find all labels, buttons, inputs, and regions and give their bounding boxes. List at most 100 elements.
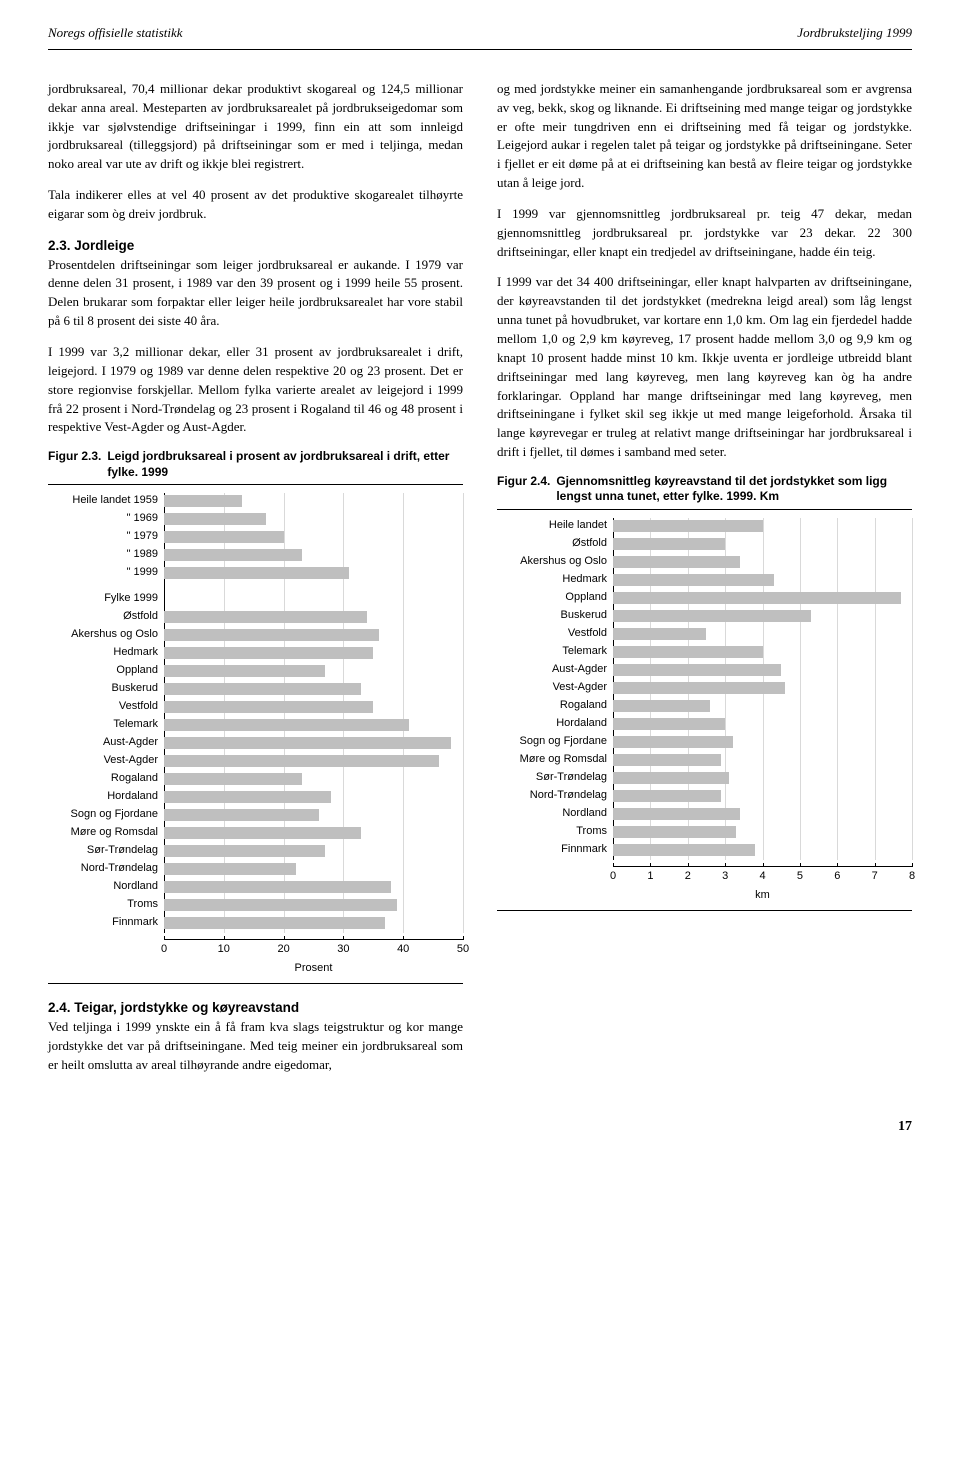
section-body: Ved teljinga i 1999 ynskte ein å få fram… [48, 1019, 463, 1072]
bar [613, 772, 729, 784]
header-right: Jordbruksteljing 1999 [797, 24, 912, 43]
bar [613, 844, 755, 856]
bar-label: Telemark [497, 644, 613, 660]
figure-caption: Figur 2.4. Gjennomsnittleg køyreavstand … [497, 474, 912, 505]
bar-label: Nord-Trøndelag [48, 861, 164, 877]
bar-label: Rogaland [48, 771, 164, 787]
bar-label: Heile landet 1959 [48, 493, 164, 509]
figure-title: Leigd jordbruksareal i prosent av jordbr… [107, 449, 463, 480]
bar-label: Sogn og Fjordane [497, 734, 613, 750]
axis-tick-label: 20 [277, 942, 289, 958]
bar [613, 700, 710, 712]
axis-tick-label: 1 [647, 869, 653, 885]
axis-tick-label: 8 [909, 869, 915, 885]
bar [164, 737, 451, 749]
bar [613, 808, 740, 820]
bar-label: Akershus og Oslo [48, 627, 164, 643]
para: I 1999 var 3,2 millionar dekar, eller 31… [48, 343, 463, 437]
bar [164, 665, 325, 677]
bar [164, 809, 319, 821]
bar [164, 791, 331, 803]
bar-label: Hordaland [48, 789, 164, 805]
bar-label: Sogn og Fjordane [48, 807, 164, 823]
bar-label: Nordland [48, 879, 164, 895]
bar-label: Buskerud [48, 681, 164, 697]
bar [164, 683, 361, 695]
right-column: og med jordstykke meiner ein samanhengan… [497, 80, 912, 1087]
figure-title: Gjennomsnittleg køyreavstand til det jor… [556, 474, 912, 505]
bar [164, 701, 373, 713]
bar-label: " 1969 [48, 511, 164, 527]
bar-label: Vest-Agder [48, 753, 164, 769]
bar [613, 592, 901, 604]
section-heading: 2.3. Jordleige [48, 238, 134, 253]
bar [164, 549, 302, 561]
figure-23-chart: Heile landet 1959 " 1969 " 1979 " 1989 " 199… [48, 484, 463, 984]
bar [613, 556, 740, 568]
bar [613, 610, 811, 622]
bar [613, 790, 721, 802]
bar-label: " 1989 [48, 547, 164, 563]
bar-label: Hordaland [497, 716, 613, 732]
axis-tick-label: 10 [218, 942, 230, 958]
bar-label: Troms [497, 824, 613, 840]
bar [164, 513, 266, 525]
para: 2.4. Teigar, jordstykke og køyreavstand … [48, 998, 463, 1074]
bar-label: Aust-Agder [497, 662, 613, 678]
bar-chart: Heile landet 1959 " 1969 " 1979 " 1989 " 199… [48, 493, 463, 977]
bar [613, 682, 785, 694]
axis-tick-label: 3 [722, 869, 728, 885]
bar [613, 736, 733, 748]
bar-label: Telemark [48, 717, 164, 733]
axis-tick-label: 40 [397, 942, 409, 958]
bar-label: Nord-Trøndelag [497, 788, 613, 804]
bar-label: Heile landet [497, 518, 613, 534]
bar-label: Finnmark [48, 915, 164, 931]
para: I 1999 var det 34 400 driftseiningar, el… [497, 273, 912, 461]
bar [164, 567, 349, 579]
axis-tick-label: 0 [161, 942, 167, 958]
header-rule [48, 49, 912, 50]
bar [164, 863, 296, 875]
bar-label: Vest-Agder [497, 680, 613, 696]
bar [613, 664, 781, 676]
bar-label: Troms [48, 897, 164, 913]
bar-label: " 1979 [48, 529, 164, 545]
para: jordbruksareal, 70,4 millionar dekar pro… [48, 80, 463, 174]
bar [164, 629, 379, 641]
figure-caption: Figur 2.3. Leigd jordbruksareal i prosen… [48, 449, 463, 480]
para: og med jordstykke meiner ein samanhengan… [497, 80, 912, 193]
axis-tick-label: 6 [834, 869, 840, 885]
bar-label: Fylke 1999 [48, 591, 164, 607]
bar [164, 755, 439, 767]
page-header: Noregs offisielle statistikk Jordbrukste… [48, 24, 912, 43]
para: I 1999 var gjennomsnittleg jordbruksarea… [497, 205, 912, 262]
bar [164, 773, 302, 785]
bar-label: Oppland [497, 590, 613, 606]
bar-label: " 1999 [48, 565, 164, 581]
axis-tick-label: 5 [797, 869, 803, 885]
bar [164, 827, 361, 839]
bar [164, 719, 409, 731]
bar-label: Akershus og Oslo [497, 554, 613, 570]
bar [613, 538, 725, 550]
bar-label: Hedmark [48, 645, 164, 661]
bar-label: Østfold [497, 536, 613, 552]
axis-tick-label: 0 [610, 869, 616, 885]
left-column: jordbruksareal, 70,4 millionar dekar pro… [48, 80, 463, 1087]
bar-chart: Heile landet Østfold Akershus og Oslo Hedma… [497, 518, 912, 904]
bar [164, 647, 373, 659]
para: 2.3. Jordleige Prosentdelen driftseining… [48, 236, 463, 331]
bar-label: Aust-Agder [48, 735, 164, 751]
bar [613, 754, 721, 766]
bar-label: Sør-Trøndelag [497, 770, 613, 786]
axis-tick-label: 50 [457, 942, 469, 958]
bar [613, 646, 763, 658]
axis-tick-label: 7 [872, 869, 878, 885]
bar-label: Nordland [497, 806, 613, 822]
bar [613, 628, 706, 640]
para: Tala indikerer elles at vel 40 prosent a… [48, 186, 463, 224]
bar-label: Vestfold [497, 626, 613, 642]
bar-label: Hedmark [497, 572, 613, 588]
axis-tick-label: 2 [685, 869, 691, 885]
